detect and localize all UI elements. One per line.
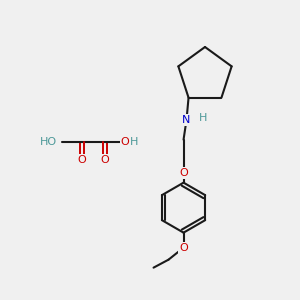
Text: O: O <box>78 155 86 165</box>
Text: O: O <box>100 155 109 165</box>
Text: HO: HO <box>40 137 57 147</box>
Text: H: H <box>200 113 208 123</box>
Text: N: N <box>182 115 191 125</box>
Text: O: O <box>179 243 188 253</box>
Text: O: O <box>121 137 129 147</box>
Text: O: O <box>179 168 188 178</box>
Text: H: H <box>130 137 138 147</box>
